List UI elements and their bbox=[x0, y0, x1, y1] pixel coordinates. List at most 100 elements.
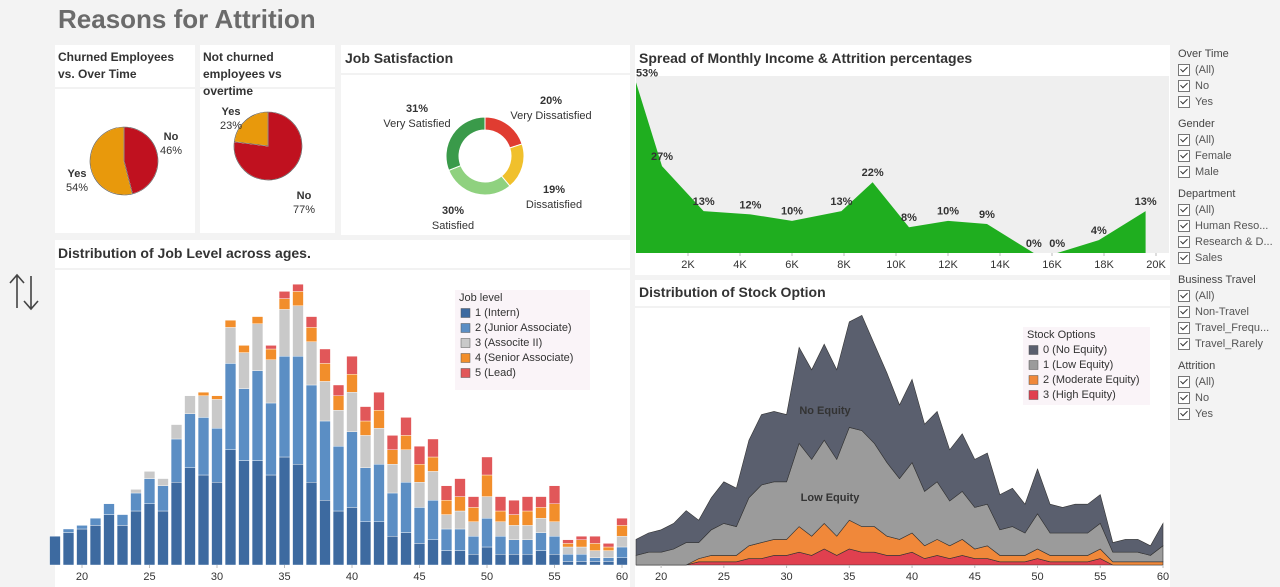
data-label: 8% bbox=[901, 212, 917, 224]
bar-segment bbox=[535, 550, 547, 566]
filter-option-label: Research & D... bbox=[1195, 236, 1273, 248]
bar-segment bbox=[413, 543, 426, 566]
filter-option[interactable]: Travel_Rarely bbox=[1178, 336, 1278, 352]
data-label: 10% bbox=[781, 206, 803, 218]
checkbox[interactable] bbox=[1178, 236, 1190, 248]
filter-option[interactable]: Male bbox=[1178, 164, 1278, 180]
legend-swatch bbox=[1028, 390, 1039, 400]
checkbox[interactable] bbox=[1178, 166, 1190, 178]
filter-group: Attrition (All) No Yes bbox=[1178, 360, 1278, 422]
checkbox[interactable] bbox=[1178, 252, 1190, 264]
filter-option[interactable]: Non-Travel bbox=[1178, 304, 1278, 320]
bar-segment bbox=[332, 384, 345, 397]
filter-option[interactable]: (All) bbox=[1178, 288, 1278, 304]
bar-segment bbox=[602, 543, 615, 548]
filter-option[interactable]: (All) bbox=[1178, 62, 1278, 78]
data-label: 10% bbox=[937, 206, 959, 218]
bar-segment bbox=[373, 410, 385, 429]
bar-segment bbox=[184, 467, 196, 566]
bar-segment bbox=[602, 557, 615, 562]
bar-segment bbox=[562, 546, 574, 555]
filter-option[interactable]: Research & D... bbox=[1178, 234, 1278, 250]
legend-label: 2 (Junior Associate) bbox=[475, 322, 572, 334]
bar-segment bbox=[292, 464, 304, 566]
checkbox[interactable] bbox=[1178, 80, 1190, 92]
checkbox[interactable] bbox=[1178, 322, 1190, 334]
bar-segment bbox=[575, 546, 588, 555]
filter-option[interactable]: (All) bbox=[1178, 132, 1278, 148]
bar-segment bbox=[575, 539, 588, 548]
swap-icon[interactable] bbox=[9, 273, 39, 311]
bar-segment bbox=[238, 345, 250, 353]
filter-option-label: (All) bbox=[1195, 204, 1215, 216]
checkbox[interactable] bbox=[1178, 204, 1190, 216]
bar-segment bbox=[89, 525, 102, 566]
category-label: Satisfied bbox=[432, 220, 474, 232]
x-tick-label: 25 bbox=[718, 571, 730, 583]
bar-segment bbox=[359, 406, 372, 422]
filter-title: Business Travel bbox=[1178, 274, 1256, 286]
checkbox[interactable] bbox=[1178, 408, 1190, 420]
filter-option-label: Yes bbox=[1195, 408, 1213, 420]
x-tick-label: 20 bbox=[76, 571, 88, 583]
bar-segment bbox=[548, 521, 561, 537]
filter-option[interactable]: (All) bbox=[1178, 202, 1278, 218]
area bbox=[636, 82, 1146, 253]
filter-option[interactable]: No bbox=[1178, 390, 1278, 406]
checkbox[interactable] bbox=[1178, 306, 1190, 318]
checkbox[interactable] bbox=[1178, 134, 1190, 146]
legend-box bbox=[455, 290, 590, 390]
bar-segment bbox=[373, 464, 385, 523]
bar-segment bbox=[481, 474, 493, 497]
x-tick-label: 60 bbox=[616, 571, 628, 583]
bar-segment bbox=[130, 510, 142, 566]
pie-outline bbox=[89, 126, 133, 196]
checkbox[interactable] bbox=[1178, 392, 1190, 404]
checkbox[interactable] bbox=[1178, 220, 1190, 232]
filter-option[interactable]: Yes bbox=[1178, 406, 1278, 422]
x-tick-label: 45 bbox=[969, 571, 981, 583]
bar-segment bbox=[292, 305, 304, 357]
filter-option[interactable]: (All) bbox=[1178, 374, 1278, 390]
checkbox[interactable] bbox=[1178, 64, 1190, 76]
bar-segment bbox=[508, 554, 520, 566]
filter-option[interactable]: Female bbox=[1178, 148, 1278, 164]
x-tick-label: 18K bbox=[1094, 259, 1114, 271]
bar-segment bbox=[211, 395, 223, 400]
legend-swatch bbox=[460, 323, 471, 333]
bar-segment bbox=[548, 554, 561, 566]
filter-option-label: No bbox=[1195, 392, 1210, 404]
checkbox[interactable] bbox=[1178, 96, 1190, 108]
bar-segment bbox=[346, 431, 358, 508]
x-tick-label: 60 bbox=[1157, 571, 1169, 583]
bar-segment bbox=[508, 514, 520, 526]
bar-segment bbox=[400, 417, 412, 436]
checkbox[interactable] bbox=[1178, 290, 1190, 302]
value-label: 46% bbox=[160, 145, 182, 157]
bar-segment bbox=[575, 554, 588, 562]
x-tick-label: 40 bbox=[346, 571, 358, 583]
checkbox[interactable] bbox=[1178, 150, 1190, 162]
checkbox[interactable] bbox=[1178, 338, 1190, 350]
filter-option[interactable]: Sales bbox=[1178, 250, 1278, 266]
bar-segment bbox=[157, 510, 169, 566]
bar-segment bbox=[211, 399, 223, 429]
legend-label: 0 (No Equity) bbox=[1043, 344, 1107, 356]
bar-segment bbox=[616, 557, 628, 566]
bar-segment bbox=[373, 392, 385, 411]
checkbox[interactable] bbox=[1178, 376, 1190, 388]
legend-swatch bbox=[460, 368, 471, 378]
x-tick-label: 8K bbox=[837, 259, 851, 271]
filter-option[interactable]: Human Reso... bbox=[1178, 218, 1278, 234]
pie-outline bbox=[123, 126, 159, 195]
x-tick-label: 20K bbox=[1146, 259, 1166, 271]
filter-option-label: Human Reso... bbox=[1195, 220, 1269, 232]
filter-group: Department (All) Human Reso... Research & D… bbox=[1178, 188, 1278, 266]
bar-segment bbox=[427, 539, 439, 566]
filter-option[interactable]: Travel_Frequ... bbox=[1178, 320, 1278, 336]
bar-segment bbox=[427, 500, 439, 541]
bar-segment bbox=[157, 485, 169, 512]
bar-segment bbox=[427, 438, 439, 458]
filter-option[interactable]: No bbox=[1178, 78, 1278, 94]
filter-option[interactable]: Yes bbox=[1178, 94, 1278, 110]
